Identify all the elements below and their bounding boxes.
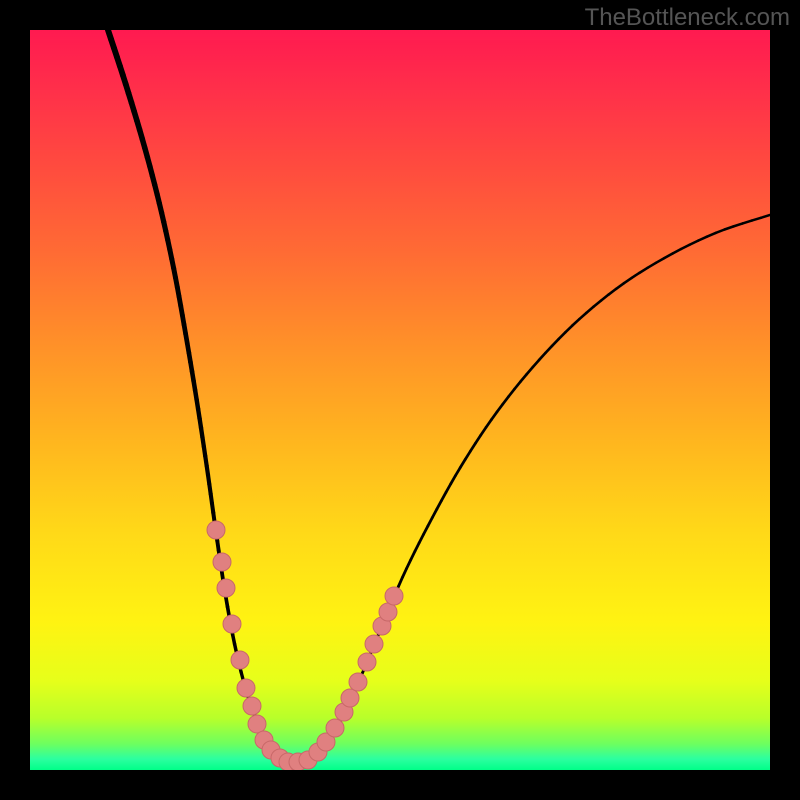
marker-dot bbox=[213, 553, 231, 571]
marker-dot bbox=[207, 521, 225, 539]
marker-dot bbox=[243, 697, 261, 715]
bottleneck-curve-chart bbox=[0, 0, 800, 800]
marker-dot bbox=[326, 719, 344, 737]
marker-dot bbox=[231, 651, 249, 669]
marker-dot bbox=[379, 603, 397, 621]
marker-dot bbox=[248, 715, 266, 733]
marker-dot bbox=[365, 635, 383, 653]
marker-dot bbox=[341, 689, 359, 707]
marker-dot bbox=[223, 615, 241, 633]
chart-frame: TheBottleneck.com bbox=[0, 0, 800, 800]
marker-dot bbox=[385, 587, 403, 605]
marker-dot bbox=[349, 673, 367, 691]
marker-dot bbox=[217, 579, 235, 597]
marker-dot bbox=[358, 653, 376, 671]
marker-dot bbox=[237, 679, 255, 697]
